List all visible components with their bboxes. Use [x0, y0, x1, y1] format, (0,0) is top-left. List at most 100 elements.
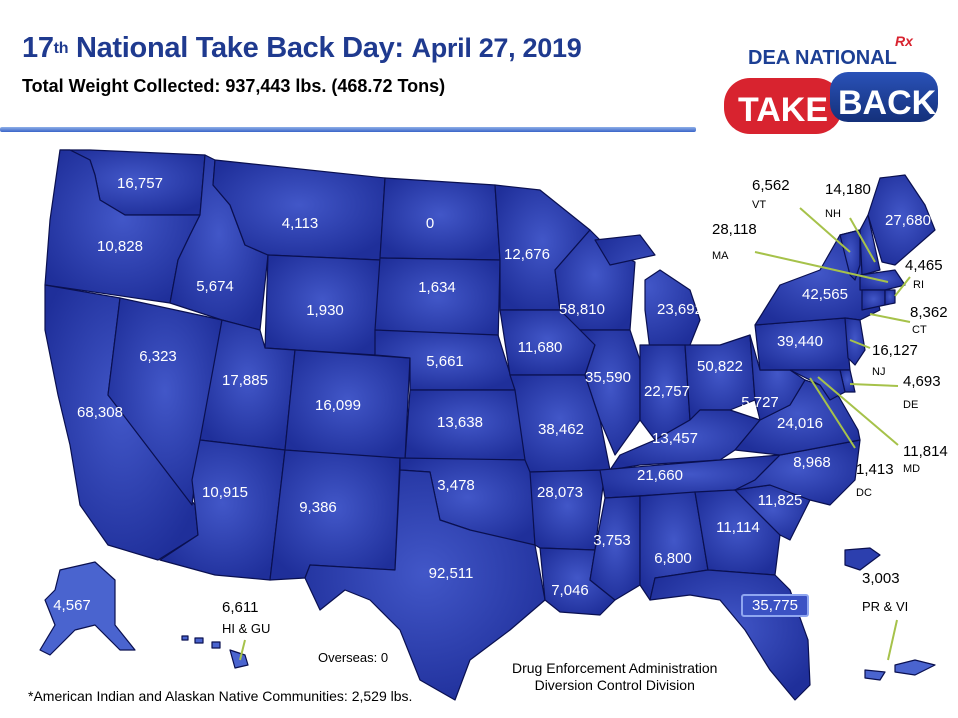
callout-leader-ct — [869, 313, 911, 323]
state-value-ar: 28,073 — [537, 484, 583, 501]
state-value-ak: 4,567 — [53, 597, 91, 614]
state-value-co: 16,099 — [315, 397, 361, 414]
callout-value-ri: 4,465 — [905, 257, 943, 274]
state-value-ia: 11,680 — [518, 339, 563, 356]
state-value-mn: 12,676 — [504, 246, 550, 263]
state-value-sc: 11,825 — [758, 492, 803, 509]
state-value-wv: 5,727 — [741, 394, 779, 411]
state-value-ky: 13,457 — [652, 430, 698, 447]
state-ri — [884, 289, 896, 306]
state-value-wi: 58,810 — [559, 301, 605, 318]
callout-label-hi-gu: HI & GU — [222, 621, 270, 636]
territory-vi — [864, 659, 936, 681]
callout-value-ma: 28,118 — [712, 221, 757, 238]
state-value-fl: 35,775 — [752, 597, 798, 614]
state-value-ut: 17,885 — [222, 372, 268, 389]
state-value-mo: 38,462 — [538, 421, 584, 438]
state-value-me: 27,680 — [885, 212, 931, 229]
callout-leader-md — [817, 376, 899, 446]
state-value-mt: 4,113 — [282, 215, 318, 232]
state-value-wy: 1,930 — [306, 302, 344, 319]
callout-leader-pr-vi — [887, 619, 898, 661]
callout-label-vt: VT — [752, 199, 766, 211]
callout-label-md: MD — [903, 463, 920, 475]
callout-value-nh: 14,180 — [825, 181, 871, 198]
logo-rx: Rx — [895, 33, 914, 49]
logo-take: TAKE — [738, 91, 828, 129]
callout-value-pr-vi: 3,003 — [862, 570, 900, 587]
state-value-sd: 1,634 — [418, 279, 456, 296]
callout-leader-nh — [849, 217, 876, 263]
agency-line-1: Drug Enforcement Administration — [512, 660, 718, 676]
callout-leader-de — [849, 383, 899, 387]
state-value-pa: 39,440 — [777, 333, 823, 350]
state-ct — [861, 289, 886, 311]
state-nc — [734, 439, 861, 506]
agency-credit: Drug Enforcement Administration Diversio… — [512, 660, 717, 694]
callout-leader-ma — [754, 251, 889, 283]
state-nd — [379, 177, 501, 261]
callout-value-ct: 8,362 — [910, 304, 948, 321]
state-value-ok: 3,478 — [437, 477, 475, 494]
callout-leader-dc — [809, 377, 856, 449]
state-value-az: 10,915 — [202, 484, 248, 501]
state-value-il: 35,590 — [585, 369, 631, 386]
callout-label-dc: DC — [856, 487, 872, 499]
territory-pr — [844, 547, 881, 571]
callout-value-vt: 6,562 — [752, 177, 790, 194]
total-weight-subtitle: Total Weight Collected: 937,443 lbs. (46… — [22, 76, 446, 96]
overseas-total: Overseas: 0 — [318, 650, 389, 665]
state-value-ny: 42,565 — [802, 286, 848, 303]
callout-leader-ri — [894, 276, 911, 297]
logo-blue-pill — [830, 72, 938, 122]
state-mi — [594, 234, 701, 351]
state-value-ks: 13,638 — [437, 414, 483, 431]
state-value-nv: 6,323 — [139, 348, 177, 365]
state-value-ne: 5,661 — [426, 353, 464, 370]
page-title: 17th National Take Back Day: April 27, 2… — [22, 32, 582, 64]
callout-label-ma: MA — [712, 250, 729, 262]
state-value-va: 24,016 — [777, 415, 823, 432]
callout-leader-hi-gu — [239, 639, 246, 661]
state-value-ca: 68,308 — [77, 404, 123, 421]
callout-value-md: 11,814 — [903, 443, 948, 460]
callout-leader-nj — [849, 339, 871, 349]
callout-value-hi-gu: 6,611 — [222, 599, 258, 616]
state-value-ga: 11,114 — [716, 519, 760, 536]
state-me — [867, 174, 936, 266]
state-il — [579, 329, 641, 456]
callout-label-ri: RI — [913, 279, 924, 291]
state-value-nd: 0 — [426, 215, 434, 232]
callout-label-ct: CT — [912, 324, 927, 336]
state-value-nm: 9,386 — [299, 499, 337, 516]
callout-label-nj: NJ — [872, 366, 885, 378]
agency-line-2: Diversion Control Division — [534, 677, 695, 693]
logo-back: BACK — [838, 84, 937, 122]
state-value-tn: 21,660 — [637, 467, 683, 484]
callout-leader-vt — [799, 207, 851, 253]
state-value-wa: 16,757 — [117, 175, 163, 192]
state-value-or: 10,828 — [97, 238, 143, 255]
state-value-la: 7,046 — [551, 582, 589, 599]
callout-label-de: DE — [903, 399, 918, 411]
callout-value-de: 4,693 — [903, 373, 941, 390]
callout-label-pr-vi: PR & VI — [862, 599, 908, 614]
callout-value-dc: 1,413 — [856, 461, 894, 478]
state-value-nc: 8,968 — [793, 454, 831, 471]
logo-top-text: DEA NATIONAL — [748, 47, 897, 69]
state-value-oh: 50,822 — [697, 358, 743, 375]
state-ga — [694, 489, 781, 576]
state-md — [789, 369, 846, 401]
dea-takeback-logo: DEA NATIONAL Rx TAKE BACK — [724, 33, 938, 134]
state-value-id: 5,674 — [196, 278, 234, 295]
state-hi — [181, 635, 249, 669]
state-tx — [304, 469, 546, 701]
state-value-ms: 3,753 — [593, 532, 631, 549]
state-value-tx: 92,511 — [429, 565, 474, 582]
state-value-al: 6,800 — [654, 550, 692, 567]
logo-red-pill — [724, 78, 842, 134]
state-value-in: 22,757 — [644, 383, 690, 400]
title-divider — [0, 127, 696, 132]
